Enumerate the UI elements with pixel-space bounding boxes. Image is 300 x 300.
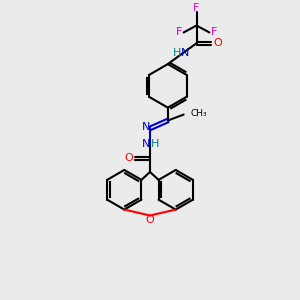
Text: O: O (213, 38, 222, 48)
Text: O: O (146, 215, 154, 225)
Text: CH₃: CH₃ (190, 109, 207, 118)
Text: N: N (180, 48, 189, 58)
Text: H: H (151, 139, 159, 149)
Text: F: F (176, 27, 182, 38)
Text: F: F (211, 27, 218, 38)
Text: O: O (125, 153, 134, 163)
Text: N: N (142, 122, 150, 132)
Text: F: F (193, 3, 200, 13)
Text: H: H (172, 48, 181, 58)
Text: N: N (142, 139, 150, 149)
